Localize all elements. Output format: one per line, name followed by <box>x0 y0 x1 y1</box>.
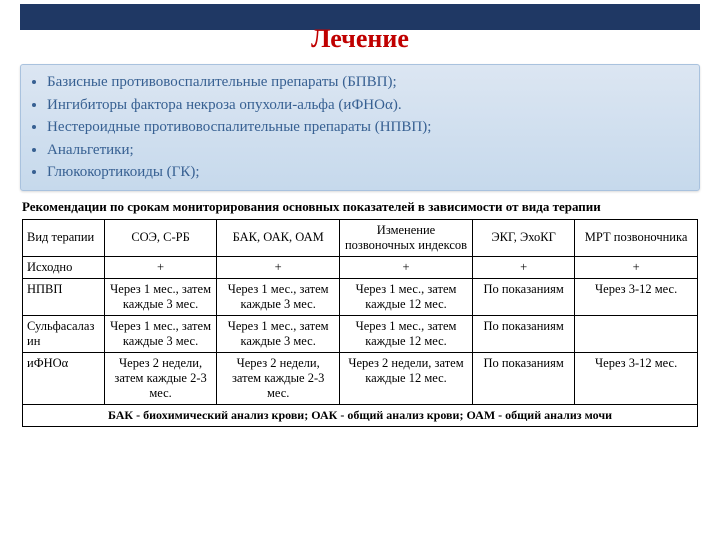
table-cell: + <box>104 256 217 278</box>
table-cell: Через 1 мес., затем каждые 3 мес. <box>217 278 340 315</box>
table-cell: По показаниям <box>472 278 574 315</box>
table-footnote: БАК - биохимический анализ крови; ОАК - … <box>23 404 698 426</box>
therapy-cell: Исходно <box>23 256 105 278</box>
col-header: СОЭ, С-РБ <box>104 219 217 256</box>
table-row: Сульфасалазин Через 1 мес., затем каждые… <box>23 315 698 352</box>
treatment-box: Базисные противовоспалительные препараты… <box>20 64 700 191</box>
list-item: Базисные противовоспалительные препараты… <box>47 71 691 94</box>
table-cell: + <box>340 256 473 278</box>
table-cell <box>575 315 698 352</box>
table-cell: + <box>575 256 698 278</box>
col-header: Вид терапии <box>23 219 105 256</box>
table-cell: Через 1 мес., затем каждые 3 мес. <box>104 315 217 352</box>
therapy-cell: иФНОα <box>23 352 105 404</box>
treatment-list: Базисные противовоспалительные препараты… <box>29 71 691 184</box>
table-footnote-row: БАК - биохимический анализ крови; ОАК - … <box>23 404 698 426</box>
list-item: Глюкокортикоиды (ГК); <box>47 161 691 184</box>
table-cell: Через 3-12 мес. <box>575 352 698 404</box>
table-cell: По показаниям <box>472 315 574 352</box>
table-row: Исходно + + + + + <box>23 256 698 278</box>
list-item: Ингибиторы фактора некроза опухоли-альфа… <box>47 94 691 117</box>
table-cell: Через 3-12 мес. <box>575 278 698 315</box>
table-caption: Рекомендации по срокам мониторирования о… <box>22 199 698 215</box>
table-cell: Через 1 мес., затем каждые 12 мес. <box>340 278 473 315</box>
therapy-cell: Сульфасалазин <box>23 315 105 352</box>
col-header: БАК, ОАК, ОАМ <box>217 219 340 256</box>
table-cell: + <box>217 256 340 278</box>
col-header: ЭКГ, ЭхоКГ <box>472 219 574 256</box>
col-header: МРТ позвоночника <box>575 219 698 256</box>
list-item: Нестероидные противовоспалительные препа… <box>47 116 691 139</box>
therapy-cell: НПВП <box>23 278 105 315</box>
table-cell: Через 2 недели, затем каждые 12 мес. <box>340 352 473 404</box>
table-cell: Через 1 мес., затем каждые 3 мес. <box>104 278 217 315</box>
list-item: Анальгетики; <box>47 139 691 162</box>
table-cell: Через 2 недели, затем каждые 2-3 мес. <box>104 352 217 404</box>
table-header-row: Вид терапии СОЭ, С-РБ БАК, ОАК, ОАМ Изме… <box>23 219 698 256</box>
table-row: иФНОα Через 2 недели, затем каждые 2-3 м… <box>23 352 698 404</box>
table-cell: По показаниям <box>472 352 574 404</box>
slide-title: Лечение <box>0 24 720 54</box>
table-cell: + <box>472 256 574 278</box>
col-header: Изменение позвоночных индексов <box>340 219 473 256</box>
monitoring-table: Вид терапии СОЭ, С-РБ БАК, ОАК, ОАМ Изме… <box>22 219 698 427</box>
table-cell: Через 2 недели, затем каждые 2-3 мес. <box>217 352 340 404</box>
table-row: НПВП Через 1 мес., затем каждые 3 мес. Ч… <box>23 278 698 315</box>
table-cell: Через 1 мес., затем каждые 3 мес. <box>217 315 340 352</box>
table-cell: Через 1 мес., затем каждые 12 мес. <box>340 315 473 352</box>
